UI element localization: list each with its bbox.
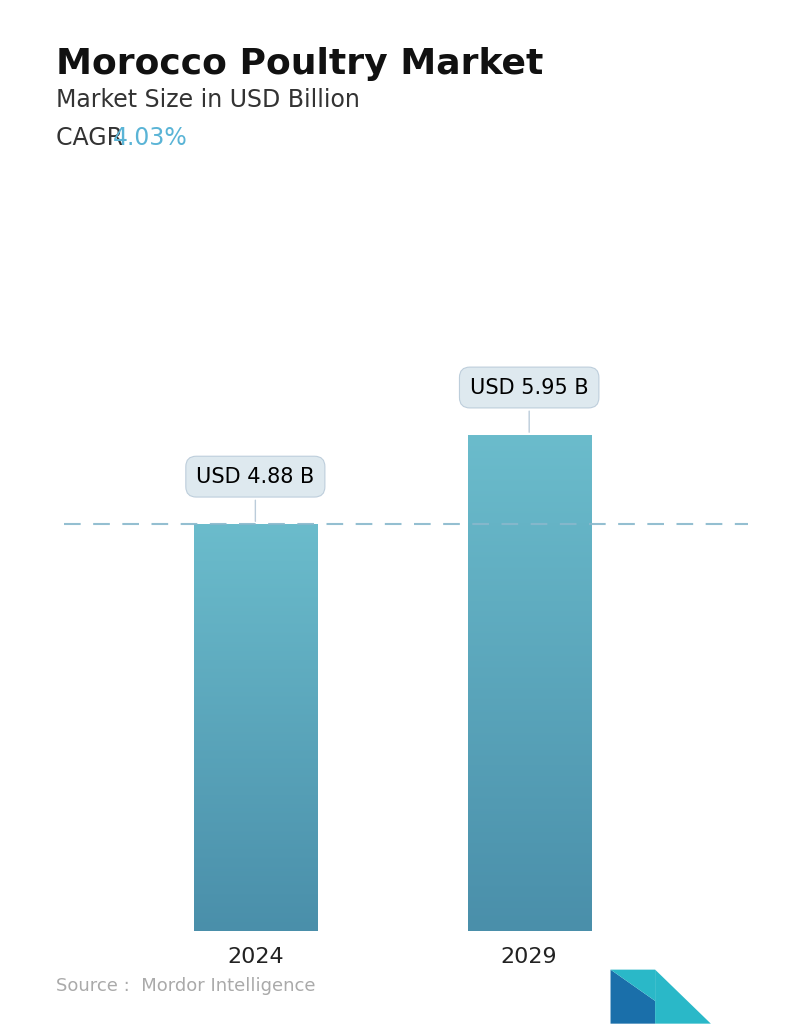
Text: USD 5.95 B: USD 5.95 B	[470, 377, 588, 432]
Text: Morocco Poultry Market: Morocco Poultry Market	[56, 47, 543, 81]
Polygon shape	[655, 970, 711, 1024]
Polygon shape	[611, 970, 655, 1001]
Text: CAGR: CAGR	[56, 126, 131, 150]
Text: USD 4.88 B: USD 4.88 B	[197, 466, 314, 521]
Polygon shape	[611, 970, 655, 1024]
Text: Source :  Mordor Intelligence: Source : Mordor Intelligence	[56, 977, 315, 995]
Text: Market Size in USD Billion: Market Size in USD Billion	[56, 88, 360, 112]
Text: 4.03%: 4.03%	[113, 126, 188, 150]
